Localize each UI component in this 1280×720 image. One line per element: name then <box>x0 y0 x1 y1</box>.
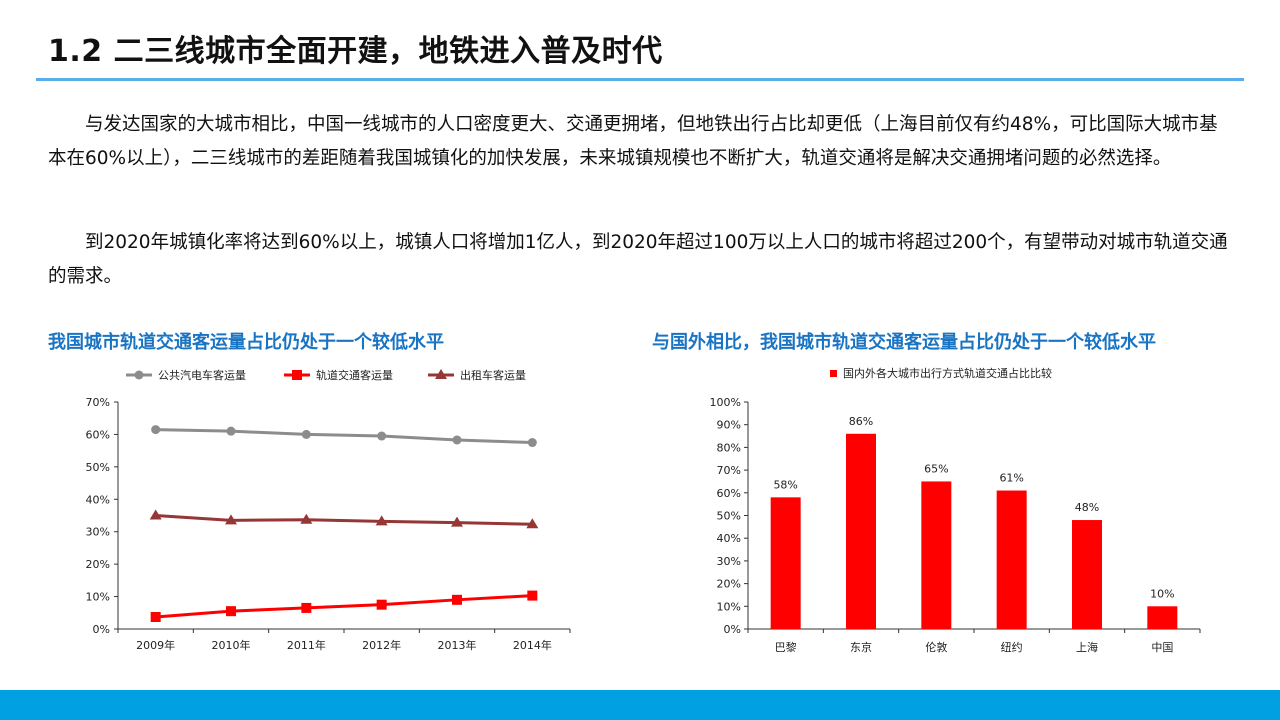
x-tick-label: 2010年 <box>212 638 251 652</box>
bar <box>1147 606 1178 629</box>
y-tick-label: 60% <box>717 487 741 500</box>
series-line <box>155 428 533 445</box>
y-tick-label: 0% <box>93 623 110 636</box>
y-tick-label: 10% <box>717 600 741 613</box>
footer-bar <box>0 690 1280 720</box>
data-point <box>149 509 162 520</box>
x-tick-label: 2012年 <box>362 638 401 652</box>
data-point <box>150 612 161 623</box>
data-point <box>375 515 388 526</box>
title-divider <box>36 78 1244 81</box>
x-tick-label: 上海 <box>1076 640 1098 654</box>
y-tick-label: 100% <box>710 396 741 409</box>
legend-label: 国内外各大城市出行方式轨道交通占比比较 <box>843 366 1052 380</box>
data-point <box>151 425 161 435</box>
data-point <box>226 426 236 436</box>
y-tick-label: 10% <box>86 591 110 604</box>
bar <box>846 433 876 629</box>
line-chart: 0% 10% 20% 30% 40% 50% 60% 70% 2009年 2010年 2011年 20… <box>86 368 571 652</box>
y-tick-label: 70% <box>86 396 110 409</box>
legend-marker <box>134 370 144 380</box>
data-point <box>301 602 312 613</box>
legend-marker <box>292 370 302 380</box>
y-tick-label: 60% <box>86 428 110 441</box>
data-point <box>526 518 539 529</box>
data-point <box>226 606 236 617</box>
y-tick-label: 20% <box>717 578 741 591</box>
bar <box>996 490 1027 629</box>
x-tick-label: 纽约 <box>1001 640 1023 654</box>
data-label: 10% <box>1150 587 1174 600</box>
y-tick-label: 50% <box>86 461 110 474</box>
right-chart-caption: 与国外相比，我国城市轨道交通客运量占比仍处于一个较低水平 <box>652 332 1156 353</box>
y-tick-label: 50% <box>717 510 741 523</box>
data-point <box>451 516 463 527</box>
y-tick-label: 40% <box>717 532 741 545</box>
x-tick-label: 2014年 <box>513 638 552 652</box>
y-tick-label: 90% <box>717 419 741 432</box>
y-tick-label: 40% <box>86 493 110 506</box>
data-point <box>300 513 313 524</box>
data-point <box>301 429 311 439</box>
data-label: 86% <box>849 415 873 428</box>
y-tick-label: 30% <box>717 555 741 568</box>
x-tick-label: 2013年 <box>438 638 477 652</box>
data-point <box>452 435 462 445</box>
data-point <box>377 431 387 441</box>
data-label: 58% <box>773 478 797 491</box>
series-line <box>155 594 533 619</box>
data-point <box>452 594 462 605</box>
x-tick-label: 2011年 <box>287 638 326 652</box>
bar <box>921 481 952 629</box>
legend-label: 出租车客运量 <box>460 368 526 382</box>
data-point <box>527 438 537 448</box>
x-tick-label: 巴黎 <box>775 640 797 654</box>
x-tick-label: 中国 <box>1151 641 1173 654</box>
y-tick-label: 80% <box>717 441 741 454</box>
data-label: 65% <box>924 462 948 475</box>
bar <box>770 497 801 629</box>
paragraph-2: 到2020年城镇化率将达到60%以上，城镇人口将增加1亿人，到2020年超过10… <box>48 232 1228 287</box>
y-tick-label: 30% <box>86 526 110 539</box>
legend-label: 公共汽电车客运量 <box>158 368 246 382</box>
bar <box>1072 520 1102 629</box>
bar-chart: 国内外各大城市出行方式轨道交通占比比较 0% 10% 20% 30% 40% 50% 60% 7… <box>710 366 1201 654</box>
data-label: 61% <box>999 472 1023 485</box>
data-point <box>225 514 237 525</box>
y-tick-label: 0% <box>724 623 741 636</box>
series-line <box>155 514 533 526</box>
paragraph-1: 与发达国家的大城市相比，中国一线城市的人口密度更大、交通更拥堵，但地铁出行占比却… <box>48 114 1218 169</box>
y-tick-label: 70% <box>717 464 741 477</box>
y-tick-label: 20% <box>86 558 110 571</box>
left-chart-caption: 我国城市轨道交通客运量占比仍处于一个较低水平 <box>48 332 444 353</box>
x-tick-label: 东京 <box>850 640 872 654</box>
x-tick-label: 2009年 <box>136 638 175 652</box>
x-tick-label: 伦敦 <box>925 640 947 654</box>
legend-swatch <box>830 370 837 377</box>
legend-marker <box>435 369 447 379</box>
data-point <box>376 599 387 610</box>
data-label: 48% <box>1075 501 1099 514</box>
data-point <box>527 590 538 601</box>
page-title: 1.2 二三线城市全面开建，地铁进入普及时代 <box>48 34 663 69</box>
legend-label: 轨道交通客运量 <box>316 368 393 382</box>
